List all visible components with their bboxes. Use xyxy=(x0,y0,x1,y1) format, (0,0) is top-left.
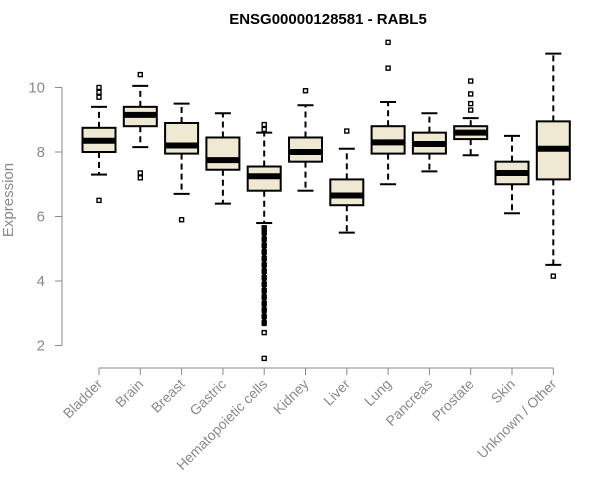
box-group xyxy=(205,112,241,205)
outlier-point xyxy=(385,39,391,46)
outlier-point xyxy=(96,197,102,204)
box-group xyxy=(288,88,323,192)
x-tick-label: Breast xyxy=(148,376,188,416)
outlier-point xyxy=(96,84,102,91)
box-group xyxy=(329,128,365,234)
outlier-point xyxy=(261,329,267,336)
y-axis-label: Expression xyxy=(0,163,17,237)
x-tick-label: Prostate xyxy=(429,376,477,424)
box-group xyxy=(411,112,447,173)
outlier-point xyxy=(96,94,102,100)
outlier-point xyxy=(385,65,391,71)
box-group xyxy=(453,78,489,157)
box-group xyxy=(164,102,200,223)
box-group xyxy=(81,84,117,204)
outlier-point xyxy=(468,91,474,97)
y-tick-label: 10 xyxy=(28,80,45,97)
y-tick-label: 4 xyxy=(37,273,45,290)
plot-area xyxy=(81,39,571,362)
outlier-point xyxy=(468,78,474,84)
box-group xyxy=(122,71,158,181)
outlier-point xyxy=(261,126,267,133)
y-tick-label: 6 xyxy=(37,209,45,226)
box-group xyxy=(370,39,406,186)
x-tick-label: Brain xyxy=(112,376,146,410)
y-tick-label: 2 xyxy=(37,338,45,355)
outlier-dense-column xyxy=(262,226,267,327)
x-tick-label: Bladder xyxy=(60,376,106,422)
x-tick-label: Liver xyxy=(320,376,353,409)
x-tick-label: Kidney xyxy=(270,376,312,418)
outlier-point xyxy=(137,175,144,181)
outlier-point xyxy=(137,170,144,176)
box-group xyxy=(535,52,571,279)
box xyxy=(205,136,241,171)
outlier-point xyxy=(468,107,474,113)
box xyxy=(329,178,365,207)
outlier-point xyxy=(550,273,556,279)
x-tick-label: Skin xyxy=(488,376,519,407)
x-tick-label: Lung xyxy=(361,376,394,409)
outlier-point xyxy=(261,355,267,362)
outlier-point xyxy=(96,89,102,96)
outlier-point xyxy=(137,71,144,78)
outlier-point xyxy=(468,100,474,107)
y-tick-label: 8 xyxy=(37,144,45,161)
box xyxy=(164,121,200,155)
chart-title: ENSG00000128581 - RABL5 xyxy=(229,11,427,28)
outlier-point xyxy=(178,217,185,223)
outlier-point xyxy=(344,128,350,134)
box-group xyxy=(494,134,530,215)
outlier-point xyxy=(261,121,267,128)
outlier-point xyxy=(302,88,309,94)
